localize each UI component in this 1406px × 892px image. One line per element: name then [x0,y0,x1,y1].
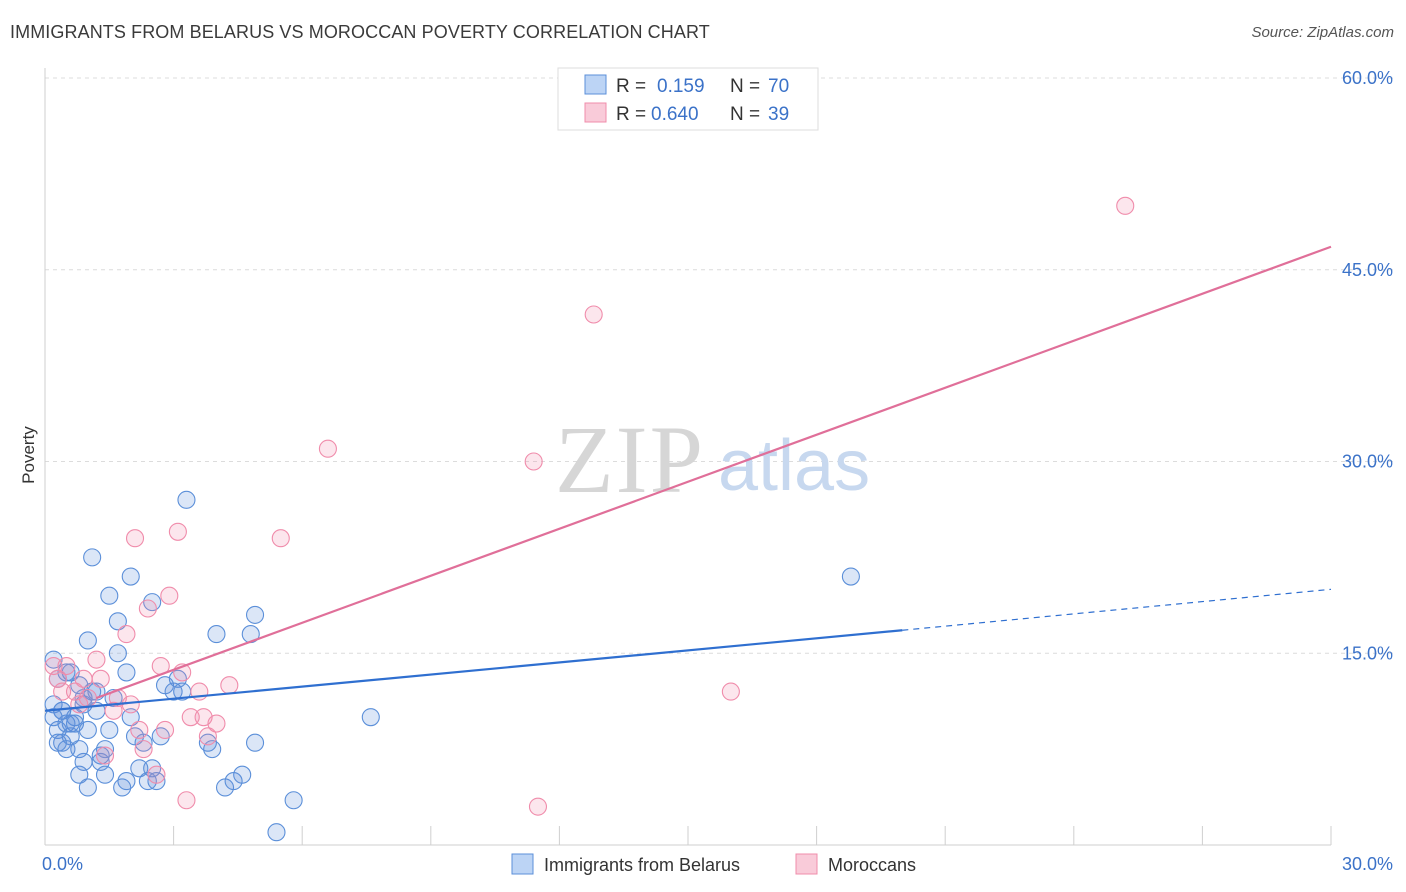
point-moroccans-18 [147,765,166,784]
source-label: Source: ZipAtlas.com [1251,24,1394,41]
point-belarus-67 [91,746,110,765]
point-belarus-24 [100,586,119,605]
series-legend: Immigrants from Belarus Moroccans [511,853,916,875]
y-tick-label-1: 30.0% [1342,452,1393,472]
point-moroccans-8 [87,650,106,669]
y-axis-label: Poverty [19,426,38,484]
point-belarus-53 [57,740,76,759]
point-moroccans-6 [74,669,93,688]
point-moroccans-28 [198,727,217,746]
stats-legend-swatch-moroccans [584,102,607,123]
point-belarus-25 [83,548,102,567]
point-belarus-21 [100,720,119,740]
point-belarus-46 [233,765,252,784]
point-belarus-48 [245,605,265,624]
point-moroccans-9 [91,669,110,688]
watermark-zip: ZIP [555,406,705,513]
stats-r-value-belarus: 0.159 [657,76,705,97]
point-belarus-31 [130,759,149,778]
stats-n-value-belarus: 70 [768,76,789,97]
point-moroccans-15 [130,720,149,740]
grid-lines [45,77,1395,654]
point-belarus-50 [113,778,132,797]
point-moroccans-14 [125,529,145,548]
legend-label-moroccans: Moroccans [828,855,916,875]
point-moroccans-20 [155,720,175,740]
chart-title: IMMIGRANTS FROM BELARUS VS MOROCCAN POVE… [10,22,710,42]
legend-swatch-belarus [511,853,534,875]
watermark: ZIP atlas [555,406,870,513]
point-moroccans-34 [528,797,548,816]
point-belarus-51 [121,567,140,586]
stats-n-label-moroccans: N = [730,104,760,125]
point-belarus-28 [121,708,140,727]
point-moroccans-2 [53,682,72,701]
point-belarus-62 [284,791,303,810]
point-moroccans-17 [138,599,157,618]
point-moroccans-16 [134,740,153,759]
point-belarus-61 [267,823,286,842]
trend-line-extension-belarus [902,588,1332,631]
point-moroccans-24 [177,791,196,810]
x-tick-label-0: 0.0% [42,854,83,874]
point-moroccans-21 [160,586,179,605]
point-moroccans-30 [220,676,239,695]
stats-n-label-belarus: N = [730,76,760,97]
point-belarus-63 [361,708,380,727]
y-tick-label-0: 15.0% [1342,643,1393,663]
point-moroccans-32 [318,439,337,458]
point-belarus-49 [245,733,265,752]
point-belarus-60 [95,765,115,784]
trend-line-belarus [44,629,903,712]
trend-line-moroccans [96,245,1332,700]
point-moroccans-35 [584,305,603,324]
data-points [44,196,1135,842]
y-tick-label-3: 60.0% [1342,68,1393,88]
point-belarus-12 [78,631,97,650]
trend-lines [44,245,1332,712]
point-belarus-66 [61,714,80,733]
stats-legend-swatch-belarus [584,74,607,95]
point-moroccans-37 [1116,196,1135,215]
watermark-atlas: atlas [718,426,870,506]
x-tick-label-1: 30.0% [1342,854,1393,874]
point-belarus-65 [44,708,63,727]
point-moroccans-33 [524,452,543,471]
point-moroccans-3 [57,656,76,676]
point-belarus-64 [841,567,860,586]
legend-label-belarus: Immigrants from Belarus [544,855,740,875]
point-belarus-43 [207,625,226,644]
stats-n-value-moroccans: 39 [768,104,789,125]
legend-swatch-moroccans [795,853,818,875]
stats-r-label-moroccans: R = [616,104,646,125]
point-belarus-57 [78,720,97,740]
stats-r-label-belarus: R = [616,76,646,97]
stats-legend: R = 0.159 N = 70 R = 0.640 N = 39 [557,67,819,131]
point-belarus-17 [70,765,89,784]
point-moroccans-13 [117,625,136,644]
point-belarus-26 [108,612,127,631]
point-moroccans-10 [95,746,115,765]
point-moroccans-7 [78,688,97,708]
point-moroccans-25 [181,708,200,727]
point-moroccans-29 [207,714,226,733]
tick-labels: 15.0% 30.0% 45.0% 60.0% 0.0% 30.0% [42,68,1393,874]
point-moroccans-36 [721,682,740,701]
point-moroccans-22 [168,522,187,541]
point-belarus-23 [108,644,127,663]
stats-r-value-moroccans: 0.640 [651,104,699,125]
point-belarus-40 [177,490,196,509]
point-belarus-18 [78,778,97,797]
point-belarus-27 [117,663,136,682]
point-moroccans-31 [271,529,290,548]
y-tick-label-2: 45.0% [1342,260,1393,280]
